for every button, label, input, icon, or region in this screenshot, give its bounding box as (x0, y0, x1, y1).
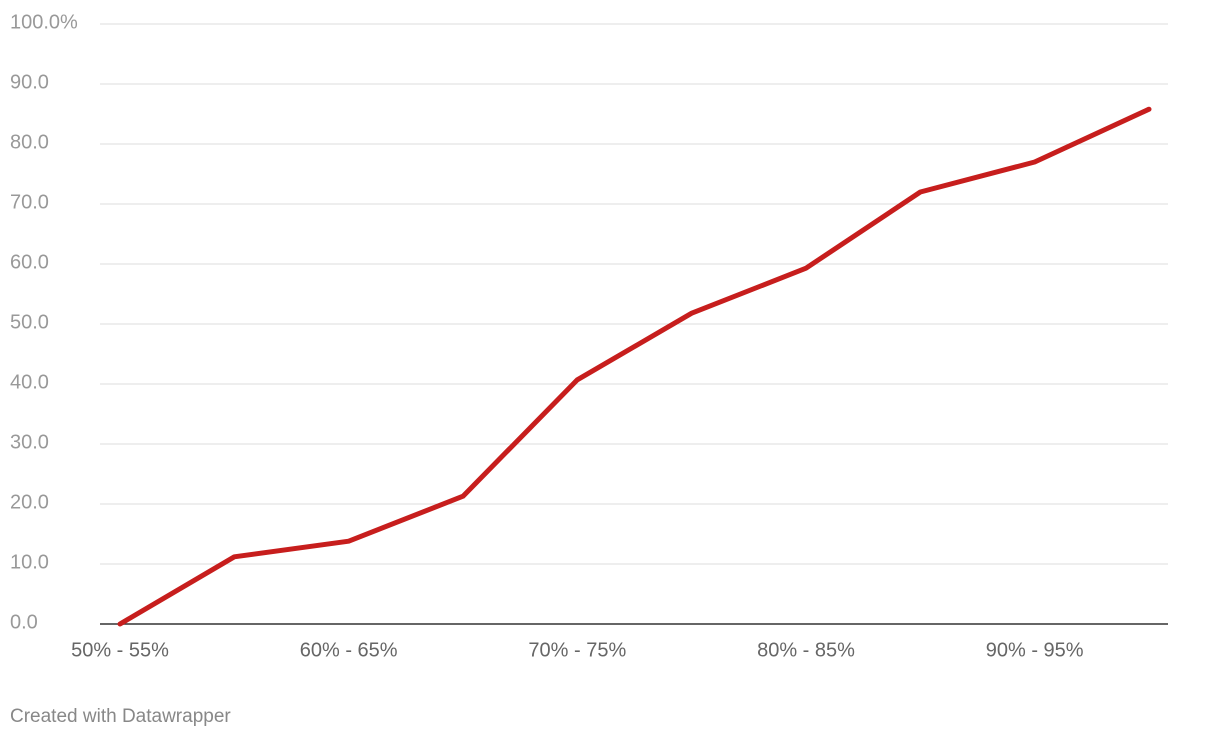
y-tick-label: 30.0 (10, 431, 49, 453)
y-tick-label: 60.0 (10, 251, 49, 273)
x-tick-label: 80% - 85% (757, 639, 855, 661)
y-tick-label: 40.0 (10, 371, 49, 393)
y-tick-label: 20.0 (10, 491, 49, 513)
x-tick-label: 70% - 75% (528, 639, 626, 661)
footer: Created with Datawrapper (10, 706, 231, 727)
y-tick-label: 100.0% (10, 11, 78, 33)
y-tick-label: 0.0 (10, 611, 38, 633)
y-tick-label: 90.0 (10, 71, 49, 93)
y-tick-label: 70.0 (10, 191, 49, 213)
y-tick-label: 10.0 (10, 551, 49, 573)
y-tick-label: 80.0 (10, 131, 49, 153)
x-tick-label: 90% - 95% (986, 639, 1084, 661)
x-tick-label: 60% - 65% (300, 639, 398, 661)
x-tick-label: 50% - 55% (71, 639, 169, 661)
data-line (117, 106, 1152, 627)
y-tick-label: 50.0 (10, 311, 49, 333)
